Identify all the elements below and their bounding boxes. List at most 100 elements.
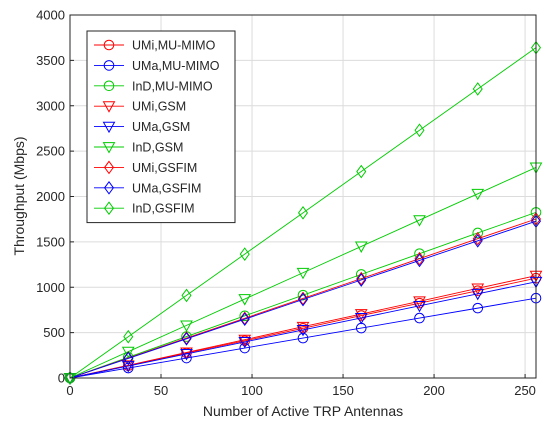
series-ind-gsfim	[64, 40, 542, 385]
legend-marker	[102, 121, 116, 134]
legend-label: UMa,GSM	[132, 120, 190, 134]
y-tick-label: 500	[43, 325, 65, 340]
data-point-marker	[414, 251, 425, 266]
data-point-marker	[413, 300, 426, 313]
legend-marker	[103, 60, 115, 71]
y-tick-label: 0	[58, 371, 65, 386]
legend-entry: UMi,GSFIM	[94, 160, 197, 175]
data-point-marker	[356, 271, 367, 286]
legend-entry: UMa,MU-MIMO	[94, 59, 220, 73]
x-tick-label: 250	[514, 383, 536, 398]
series-ind-mu-mimo	[64, 207, 542, 384]
y-axis-label: Throughput (Mbps)	[11, 136, 27, 255]
data-point-marker	[355, 269, 367, 280]
data-point-marker	[239, 342, 251, 354]
series-line	[69, 281, 537, 379]
series-line	[69, 218, 537, 379]
data-point-marker	[238, 334, 252, 347]
data-point-marker	[472, 227, 484, 239]
y-tick-label: 2000	[36, 189, 65, 204]
y-tick-label: 3000	[36, 98, 65, 113]
legend: UMi,MU-MIMO UMa,MU-MIMO InD,MU-MIMO UMi,GSM…	[86, 30, 236, 224]
y-tick-label: 1000	[36, 280, 65, 295]
data-point-marker	[472, 82, 483, 96]
data-point-marker	[121, 346, 135, 359]
legend-marker	[103, 39, 115, 51]
data-point-marker	[180, 320, 193, 332]
data-point-marker	[180, 349, 193, 361]
data-point-marker	[297, 332, 309, 344]
data-point-marker	[296, 267, 310, 280]
legend-marker	[103, 201, 115, 216]
data-point-marker	[413, 215, 426, 227]
legend-marker	[103, 80, 115, 92]
data-point-marker	[64, 371, 76, 385]
data-point-marker	[181, 288, 192, 303]
data-point-marker	[356, 164, 367, 179]
x-tick-label: 50	[154, 383, 168, 398]
data-point-marker	[123, 329, 134, 344]
x-tick-label: 200	[423, 383, 445, 398]
data-point-marker	[239, 247, 250, 261]
data-point-marker	[354, 313, 368, 325]
data-point-marker	[472, 233, 483, 248]
x-tick-label: 100	[241, 383, 263, 398]
data-point-marker	[472, 231, 483, 246]
data-point-marker	[356, 273, 367, 287]
series-layer	[63, 40, 543, 385]
data-point-marker	[414, 253, 425, 268]
data-point-marker	[239, 310, 251, 322]
data-point-marker	[239, 311, 250, 326]
data-point-marker	[181, 352, 192, 364]
legend-label: InD,GSM	[132, 141, 183, 155]
axis-ticks: 0 50 100 150 200 2500500100015002000250030003…	[36, 8, 536, 399]
legend-entry: InD,GSFIM	[94, 201, 195, 216]
data-point-marker	[471, 288, 485, 301]
x-axis-label: Number of Active TRP Antennas	[203, 403, 403, 419]
legend-label: InD,GSFIM	[132, 202, 195, 216]
data-point-marker	[296, 325, 310, 337]
data-point-marker	[297, 291, 309, 306]
data-point-marker	[123, 351, 134, 366]
y-tick-label: 1500	[36, 234, 65, 249]
legend-label: UMi,MU-MIMO	[132, 39, 216, 53]
legend-marker	[102, 142, 116, 154]
series-line	[69, 211, 537, 379]
legend-label: UMi,GSFIM	[132, 161, 197, 175]
data-point-marker	[414, 123, 425, 138]
legend-entry: UMi,MU-MIMO	[94, 39, 216, 53]
data-point-marker	[238, 336, 252, 349]
data-point-marker	[238, 294, 252, 306]
legend-entry: InD,MU-MIMO	[94, 79, 213, 93]
data-point-marker	[354, 241, 368, 253]
data-point-marker	[354, 309, 368, 321]
legend-marker	[103, 160, 115, 175]
legend-label: UMa,MU-MIMO	[132, 59, 220, 73]
legend-label: UMa,GSFIM	[132, 181, 201, 195]
y-tick-label: 3500	[36, 53, 65, 68]
series-line	[69, 220, 537, 379]
series-line	[69, 297, 537, 379]
legend-marker	[102, 101, 116, 113]
legend-label: UMi,GSM	[132, 100, 186, 114]
x-tick-label: 150	[332, 383, 354, 398]
legend-label: InD,MU-MIMO	[132, 79, 213, 93]
legend-entry: InD,GSM	[94, 141, 183, 155]
data-point-marker	[297, 292, 309, 307]
series-line	[69, 167, 537, 379]
data-point-marker	[121, 361, 135, 373]
legend-entry: UMa,GSM	[94, 120, 190, 134]
data-point-marker	[414, 312, 425, 324]
data-point-marker	[471, 188, 485, 201]
legend-entry: UMi,GSM	[94, 100, 186, 114]
series-line	[69, 275, 537, 379]
series-line	[69, 277, 537, 379]
legend-entry: UMa,GSFIM	[94, 180, 201, 195]
legend-marker	[103, 180, 115, 195]
y-tick-label: 4000	[36, 8, 65, 23]
data-point-marker	[296, 321, 310, 334]
data-point-marker	[472, 302, 484, 314]
series-line	[69, 47, 537, 379]
y-tick-label: 2500	[36, 144, 65, 159]
